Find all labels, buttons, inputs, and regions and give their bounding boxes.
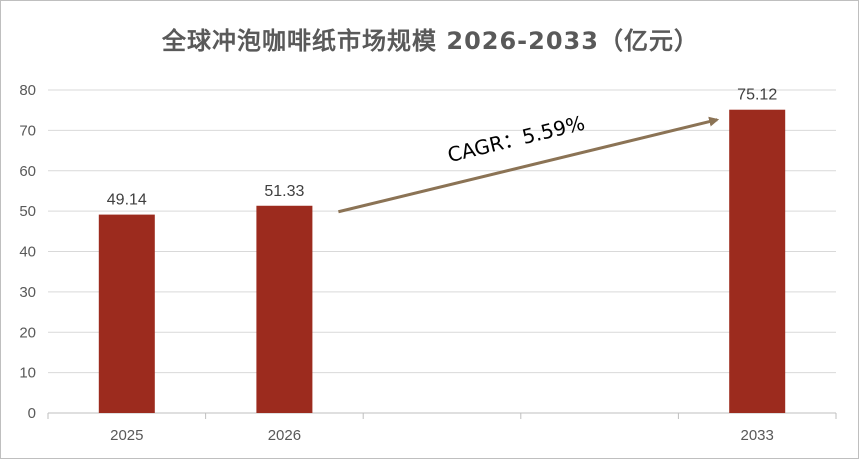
data-label: 75.12 bbox=[737, 87, 777, 104]
y-tick-label: 60 bbox=[19, 163, 36, 180]
y-tick-label: 30 bbox=[19, 284, 36, 301]
gridlines bbox=[48, 89, 836, 374]
x-axis: 2025 2026 2033 bbox=[47, 412, 837, 444]
chart-title: 全球冲泡咖啡纸市场规模 2026-2033（亿元） bbox=[162, 27, 699, 55]
x-tick-label: 2026 bbox=[268, 427, 301, 444]
y-tick-label: 10 bbox=[19, 365, 36, 382]
bar bbox=[98, 214, 155, 413]
y-tick-label: 50 bbox=[19, 203, 36, 220]
y-tick-label: 80 bbox=[19, 82, 36, 99]
cagr-annotation: CAGR：5.59% bbox=[338, 111, 720, 214]
bar bbox=[256, 205, 313, 413]
data-labels: 49.14 51.33 75.12 bbox=[107, 87, 778, 209]
x-tick-label: 2033 bbox=[741, 427, 774, 444]
data-label: 51.33 bbox=[264, 183, 304, 200]
bars bbox=[98, 109, 786, 413]
data-label: 49.14 bbox=[107, 192, 147, 209]
bar bbox=[729, 109, 786, 413]
y-tick-label: 40 bbox=[19, 244, 36, 261]
x-tick-label: 2025 bbox=[110, 427, 143, 444]
y-tick-label: 20 bbox=[19, 324, 36, 341]
y-tick-label: 0 bbox=[28, 405, 36, 422]
y-axis-ticks: 0 10 20 30 40 50 60 70 80 bbox=[19, 82, 36, 422]
cagr-label: CAGR：5.59% bbox=[445, 111, 587, 167]
y-tick-label: 70 bbox=[19, 122, 36, 139]
cagr-arrow bbox=[338, 116, 720, 214]
